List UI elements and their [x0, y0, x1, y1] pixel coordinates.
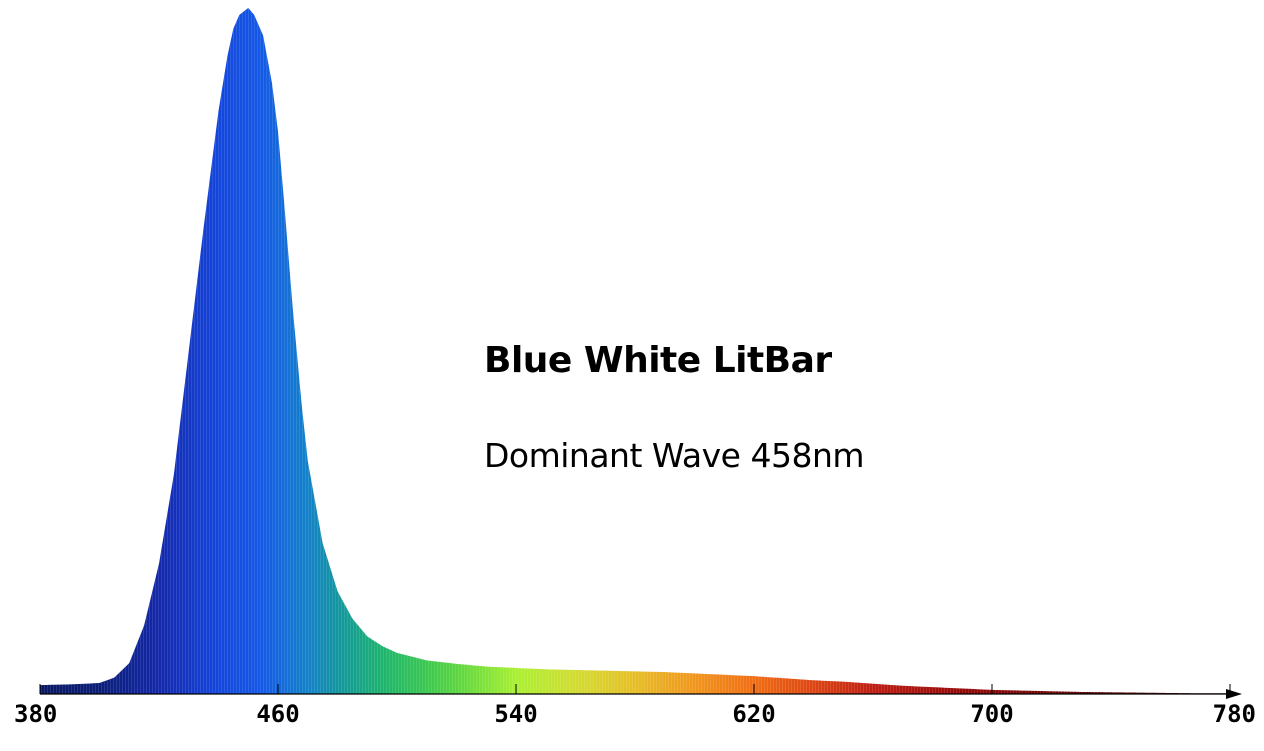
x-tick-label: 540 [494, 700, 537, 728]
chart-title: Blue White LitBar [484, 340, 832, 381]
x-tick-label: 620 [732, 700, 775, 728]
x-tick-label: 700 [970, 700, 1013, 728]
x-tick-label: 380 [14, 700, 57, 728]
x-axis-arrow-icon [1226, 689, 1242, 699]
x-tick-label: 460 [256, 700, 299, 728]
spectrum-area-texture [40, 8, 1230, 694]
x-tick-label: 780 [1213, 700, 1256, 728]
chart-subtitle: Dominant Wave 458nm [484, 436, 865, 475]
